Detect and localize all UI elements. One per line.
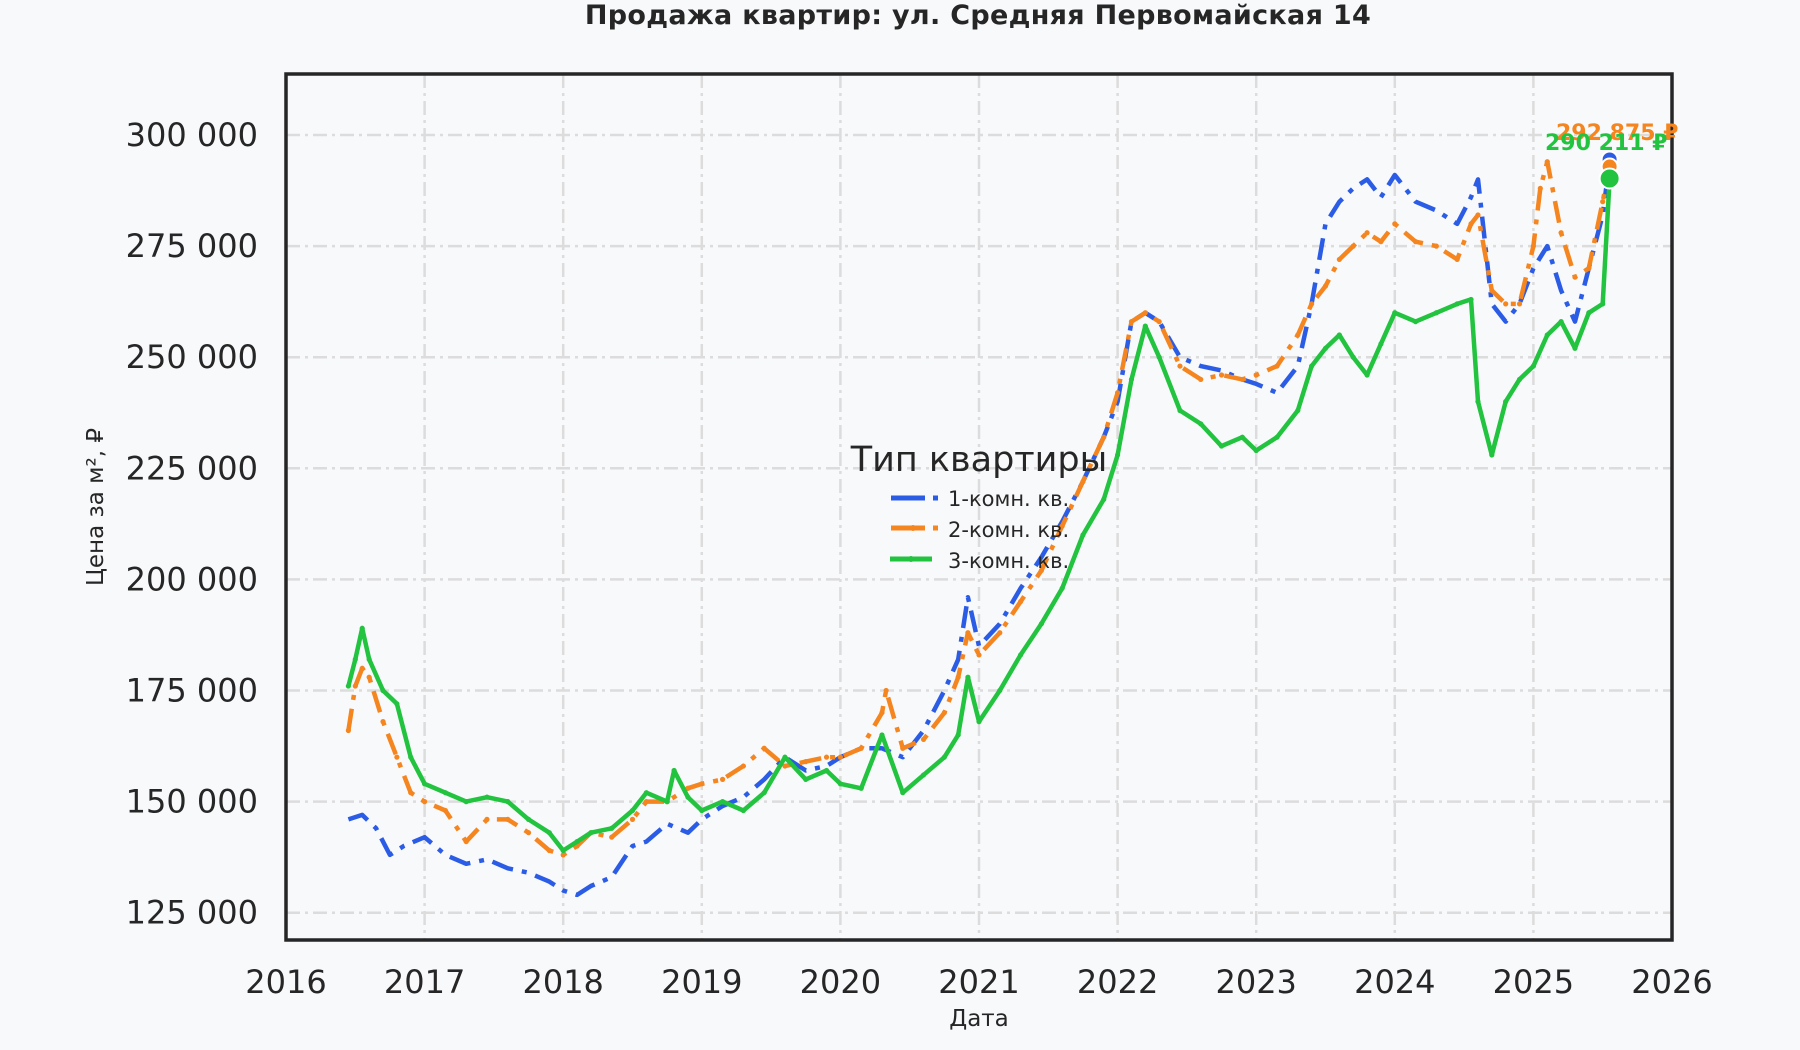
series-line-1 — [347, 161, 1612, 898]
y-tick-label: 200 000 — [126, 560, 258, 598]
y-tick-label: 150 000 — [126, 783, 258, 821]
x-tick-label: 2026 — [1631, 963, 1712, 1001]
x-tick-label: 2018 — [522, 963, 603, 1001]
legend-label: 3-комн. кв. — [948, 549, 1069, 573]
x-tick-label: 2019 — [661, 963, 742, 1001]
y-tick-label: 250 000 — [126, 338, 258, 376]
x-tick-label: 2016 — [245, 963, 326, 1001]
x-tick-label: 2025 — [1493, 963, 1574, 1001]
plot-frame — [284, 72, 1674, 942]
end-label-3: 290 211 ₽ — [1545, 131, 1667, 156]
x-tick-label: 2020 — [800, 963, 881, 1001]
legend: Тип квартиры 1-комн. кв. 2-комн. кв. 3-к… — [850, 440, 1108, 573]
end-marker-3 — [1598, 167, 1621, 190]
legend-label: 2-комн. кв. — [948, 518, 1069, 542]
x-tick-label: 2021 — [938, 963, 1019, 1001]
y-tick-label: 300 000 — [126, 116, 258, 154]
end-markers: 292 875 ₽290 211 ₽ — [1545, 121, 1678, 190]
series-line-3 — [346, 179, 1612, 853]
legend-item-1: 1-комн. кв. — [891, 487, 1069, 511]
y-tick-label: 125 000 — [126, 894, 258, 932]
y-axis-label: Цена за м², ₽ — [83, 428, 109, 586]
legend-item-2: 2-комн. кв. — [891, 518, 1069, 542]
legend-title: Тип квартиры — [850, 440, 1108, 480]
chart-title: Продажа квартир: ул. Средняя Первомайска… — [584, 0, 1372, 31]
x-tick-label: 2022 — [1077, 963, 1158, 1001]
legend-label: 1-комн. кв. — [948, 487, 1069, 511]
x-tick-label: 2017 — [384, 963, 465, 1001]
x-tick-label: 2023 — [1215, 963, 1296, 1001]
y-axis-ticks: 125 000 150 000 175 000 200 000 225 000 250 0… — [126, 116, 258, 932]
x-tick-label: 2024 — [1354, 963, 1435, 1001]
y-tick-label: 175 000 — [126, 672, 258, 710]
x-axis-label: Дата — [949, 1006, 1009, 1032]
x-axis-ticks: 2016 2017 2018 2019 2020 2021 2022 2023 2024 2025… — [245, 963, 1712, 1001]
y-tick-label: 275 000 — [126, 227, 258, 265]
y-tick-label: 225 000 — [126, 449, 258, 487]
legend-item-3: 3-комн. кв. — [890, 549, 1069, 573]
end-label-2: 292 875 ₽ — [1556, 121, 1678, 146]
